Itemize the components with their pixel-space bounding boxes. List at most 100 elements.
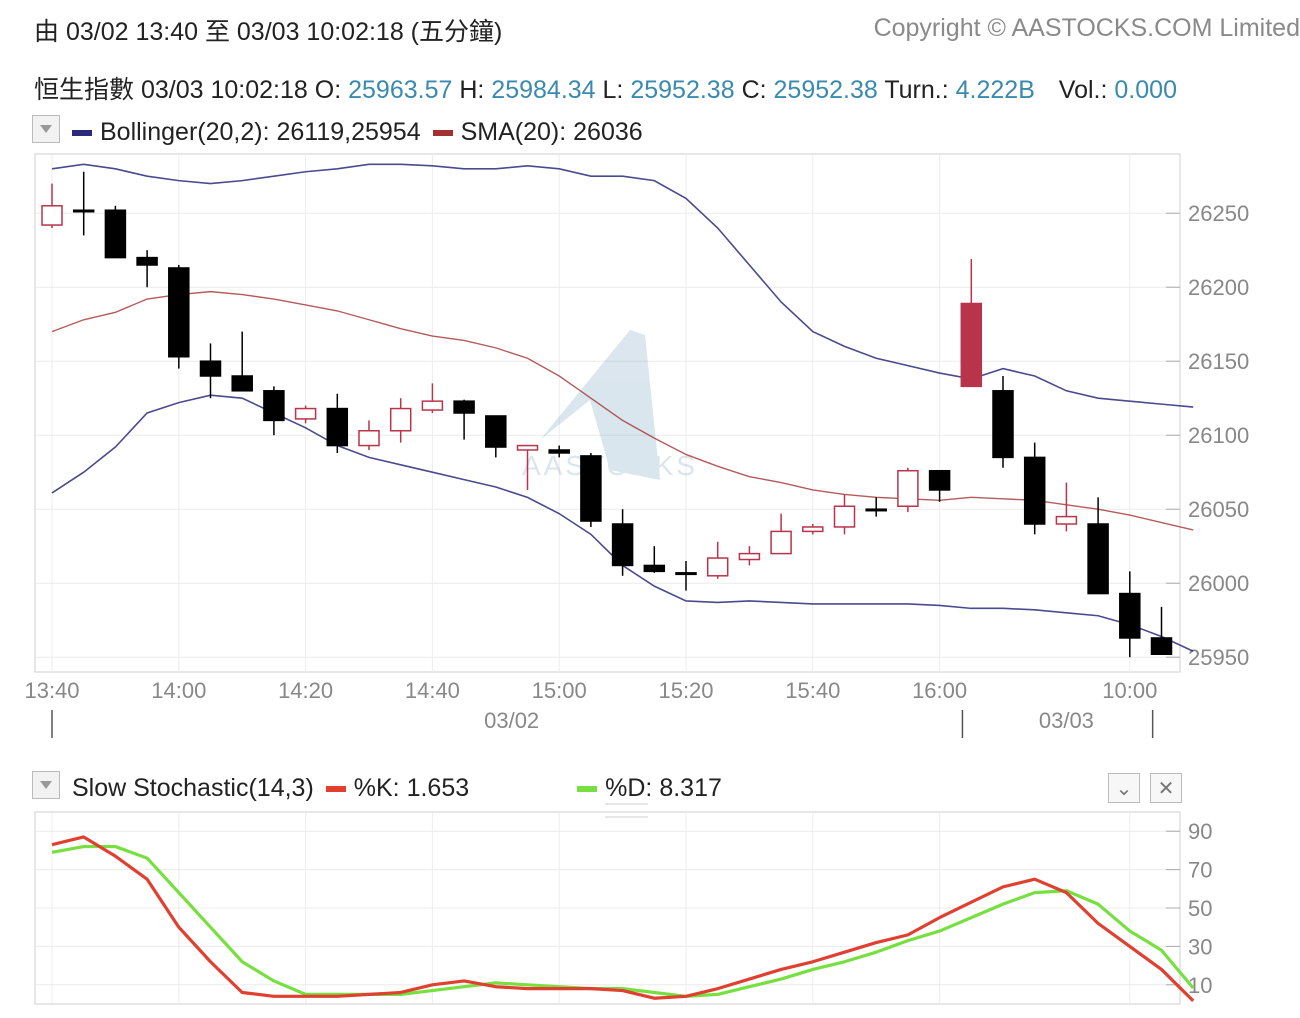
y-tick-label: 30: [1188, 934, 1212, 959]
candle: [770, 513, 792, 555]
candle: [199, 343, 222, 399]
index-name: 恒生指數: [34, 76, 135, 104]
main-indicator-dropdown[interactable]: [32, 115, 60, 143]
sma-legend-text: SMA(20): 26036: [460, 118, 643, 146]
plot-area: [34, 153, 1181, 673]
y-tick-label: 26100: [1188, 423, 1249, 448]
candle-body: [168, 267, 190, 358]
candle-body: [136, 256, 158, 266]
high-value: 25984.34: [491, 76, 596, 104]
turnover-label: Turn.:: [884, 76, 949, 104]
candle-body: [326, 407, 349, 447]
candle: [548, 445, 570, 458]
y-tick-label: 26150: [1188, 349, 1249, 374]
candle-body: [1150, 637, 1173, 655]
chevron-down-icon: ⌄: [1115, 777, 1133, 800]
watermark-text: AASTOCKS: [522, 450, 698, 481]
stochastic-legend: Slow Stochastic(14,3) %K: 1.653 %D: 8.31…: [72, 774, 722, 803]
candle-body: [453, 400, 475, 414]
candle: [516, 444, 539, 490]
high-label: H:: [459, 76, 485, 104]
date-label: 03/03: [1039, 708, 1094, 733]
candle: [294, 405, 317, 424]
candle-body: [833, 505, 856, 528]
candle-body: [199, 360, 222, 377]
stochastic-indicator-dropdown[interactable]: [32, 771, 60, 799]
candle: [1055, 482, 1078, 532]
bollinger-swatch: [72, 129, 92, 136]
d-swatch: [577, 785, 598, 792]
x-tick-label: 16:00: [912, 678, 967, 703]
candle-body: [516, 444, 539, 451]
x-tick-label: 14:40: [405, 678, 460, 703]
close-panel-button[interactable]: ✕: [1150, 773, 1182, 803]
k-swatch: [325, 785, 346, 792]
triangle-down-icon: [40, 125, 52, 133]
collapse-panel-button[interactable]: ⌄: [1108, 773, 1140, 803]
candle: [1150, 606, 1173, 655]
candle-body: [1119, 592, 1141, 639]
close-value: 25952.38: [773, 76, 878, 104]
quote-time: 03/03 10:02:18: [140, 76, 308, 104]
y-tick-label: 50: [1188, 896, 1212, 921]
candle-body: [72, 209, 95, 213]
candle-body: [738, 552, 761, 561]
triangle-down-icon: [40, 781, 52, 789]
candle-body: [802, 526, 824, 533]
candle-body: [706, 557, 729, 577]
candle: [1023, 442, 1046, 535]
date-label: 03/02: [484, 708, 539, 733]
candle-body: [485, 415, 507, 448]
y-tick-label: 26000: [1188, 571, 1249, 596]
candle-body: [770, 530, 792, 555]
candle-body: [580, 455, 602, 522]
date-range-text: 由 03/02 13:40 至 03/03 10:02:18 (五分鐘): [34, 18, 503, 46]
candle: [643, 546, 666, 573]
quote-line: 恒生指數 03/03 10:02:18 O: 25963.57 H: 25984…: [34, 70, 1177, 106]
candle-body: [548, 449, 570, 454]
candle: [231, 331, 253, 392]
candlestick-chart: 25950 26000 26050 26100 26150 26200 26250 AASTO…: [24, 153, 1249, 738]
k-legend-text: %K: 1.653: [353, 774, 470, 802]
bollinger-legend-text: Bollinger(20,2): 26119,25954: [100, 118, 421, 146]
candle: [263, 386, 285, 436]
candle: [611, 509, 634, 576]
y-tick-label: 25950: [1188, 645, 1249, 670]
candle-body: [928, 469, 951, 491]
candle: [1119, 571, 1141, 658]
candle-body: [865, 508, 887, 512]
candle-body: [421, 400, 444, 411]
candle: [453, 399, 475, 440]
candle-body: [294, 407, 317, 420]
candle: [136, 250, 158, 288]
stochastic-title: Slow Stochastic(14,3): [72, 774, 314, 802]
candle-body: [263, 390, 285, 422]
x-tick-label: 13:40: [24, 678, 79, 703]
candle-body: [104, 209, 127, 259]
candle: [168, 265, 190, 369]
candle: [326, 393, 349, 453]
x-tick-label: 10:00: [1102, 678, 1157, 703]
low-label: L:: [602, 76, 624, 104]
candle-body: [897, 469, 919, 507]
main-legend: Bollinger(20,2): 26119,25954 SMA(20): 26…: [60, 118, 643, 147]
y-tick-label: 70: [1188, 858, 1212, 883]
open-label: O:: [314, 76, 342, 104]
candle-body: [675, 572, 697, 576]
candle: [421, 383, 444, 413]
candle-body: [41, 205, 63, 226]
candle: [897, 467, 919, 513]
x-tick-label: 14:00: [151, 678, 206, 703]
candle-body: [231, 375, 253, 392]
volume-label: Vol.:: [1058, 76, 1108, 104]
candle-body: [992, 390, 1014, 459]
candle: [104, 205, 127, 259]
candle: [72, 171, 95, 236]
x-tick-label: 15:20: [658, 678, 713, 703]
candle: [928, 469, 951, 502]
candle-body: [1023, 456, 1046, 525]
y-tick-label: 26250: [1188, 201, 1249, 226]
candle-body: [960, 302, 983, 388]
x-tick-label: 14:20: [278, 678, 333, 703]
